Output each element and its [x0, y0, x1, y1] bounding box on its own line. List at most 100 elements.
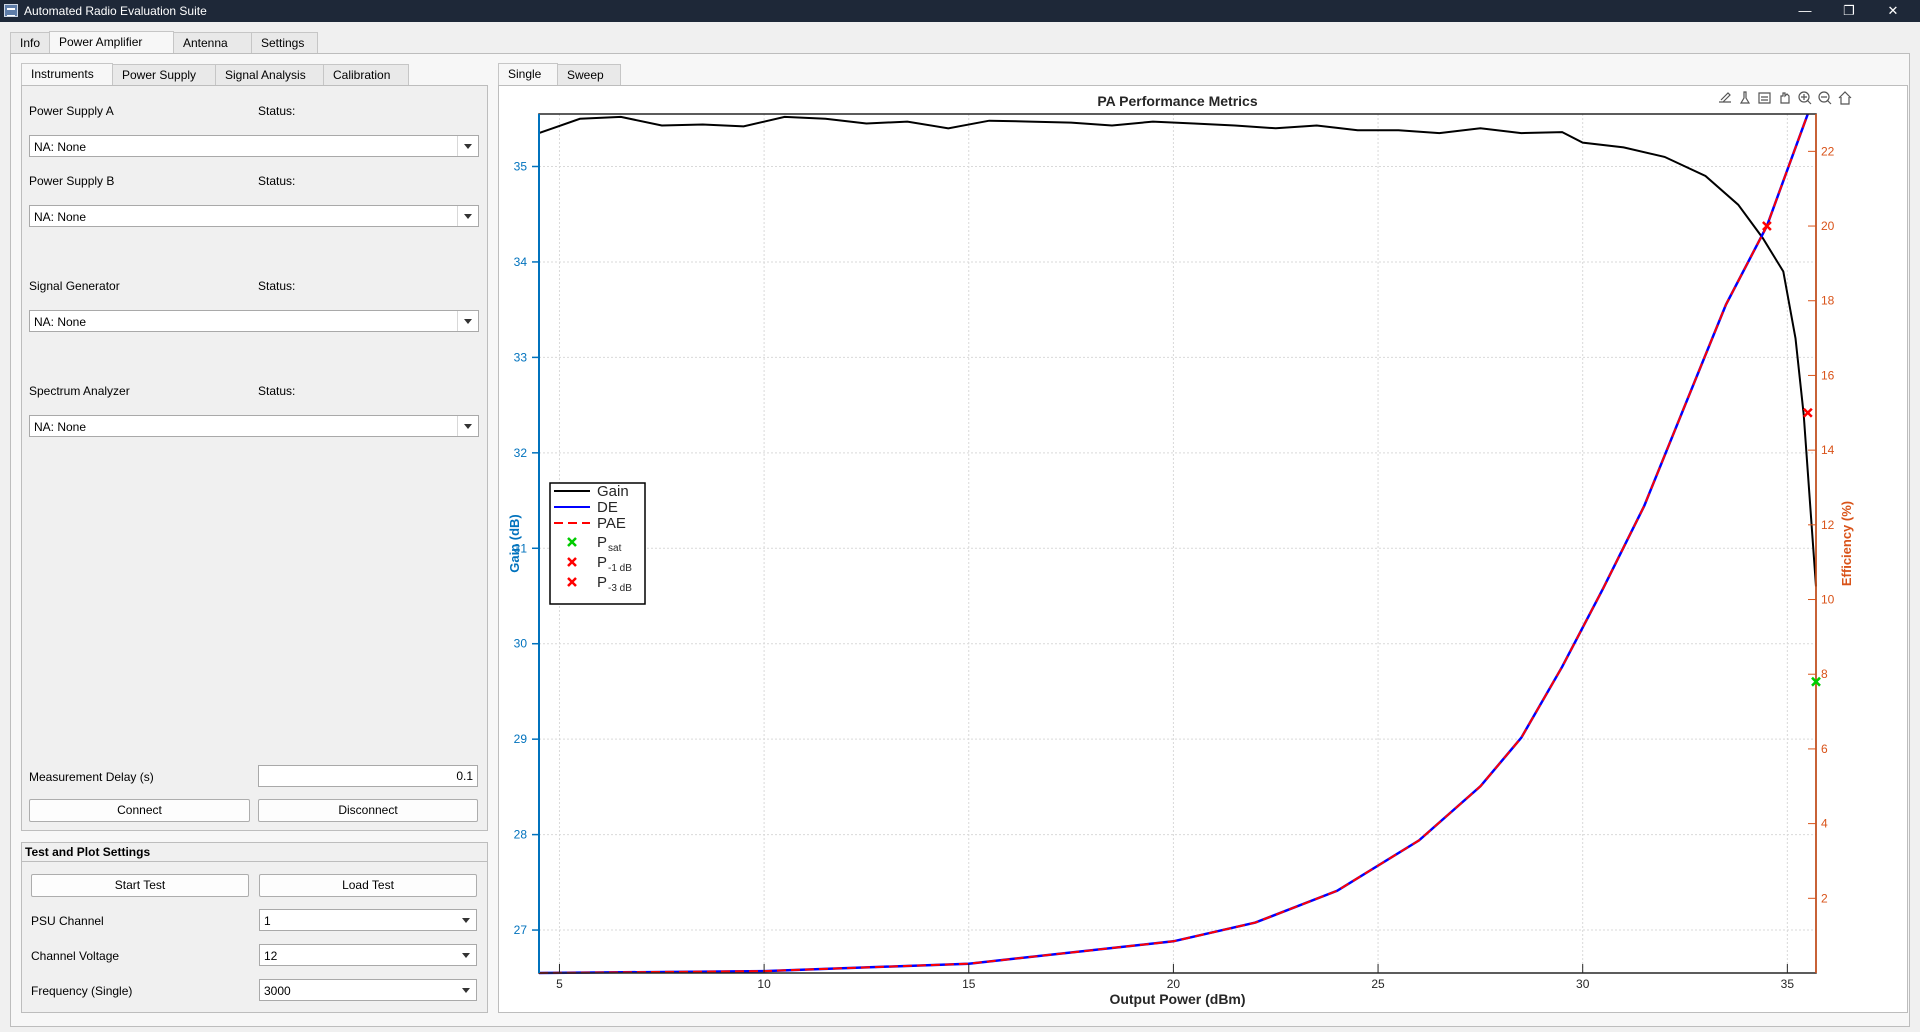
- load-test-button[interactable]: Load Test: [259, 874, 477, 897]
- x-tick-label: 30: [1576, 977, 1590, 991]
- x-tick-label: 25: [1371, 977, 1385, 991]
- tab-calibration[interactable]: Calibration: [323, 64, 409, 85]
- tab-settings[interactable]: Settings: [251, 32, 318, 53]
- dropdown-value: NA: None: [34, 420, 87, 434]
- psu-channel-select[interactable]: 1: [259, 909, 477, 931]
- restore-button[interactable]: ❐: [1843, 3, 1855, 18]
- y-right-tick-label: 12: [1821, 518, 1835, 532]
- spectrum-analyzer-dropdown[interactable]: NA: None: [29, 415, 479, 437]
- close-button[interactable]: ✕: [1887, 3, 1899, 18]
- power-supply-a-status-label: Status:: [258, 104, 296, 118]
- window-title: Automated Radio Evaluation Suite: [24, 4, 207, 18]
- signal-generator-dropdown[interactable]: NA: None: [29, 310, 479, 332]
- select-value: 12: [264, 949, 278, 963]
- x-tick-label: 20: [1167, 977, 1181, 991]
- y-right-tick-label: 18: [1821, 294, 1835, 308]
- start-test-button[interactable]: Start Test: [31, 874, 249, 897]
- icon-shape: [1780, 92, 1790, 104]
- x-tick-label: 15: [962, 977, 976, 991]
- minimize-button[interactable]: —: [1798, 3, 1812, 18]
- chevron-down-icon: [456, 910, 476, 930]
- tab-instruments[interactable]: Instruments: [21, 63, 113, 85]
- dropdown-value: NA: None: [34, 315, 87, 329]
- y-right-tick-label: 4: [1821, 817, 1828, 831]
- spectrum-analyzer-label: Spectrum Analyzer: [29, 384, 130, 398]
- y-right-tick-label: 22: [1821, 144, 1835, 158]
- disconnect-button[interactable]: Disconnect: [258, 799, 478, 822]
- icon-shape: [1821, 96, 1832, 105]
- home-icon[interactable]: [1838, 91, 1852, 105]
- measurement-delay-input[interactable]: 0.1: [258, 765, 478, 787]
- y-left-tick-label: 30: [514, 637, 528, 651]
- marker-p3db: [1761, 221, 1772, 231]
- connect-button[interactable]: Connect: [29, 799, 250, 822]
- group-title: Test and Plot Settings: [22, 843, 487, 862]
- brush-icon[interactable]: [1739, 91, 1751, 104]
- tab-info[interactable]: Info: [10, 32, 50, 53]
- y-right-tick-label: 6: [1821, 742, 1828, 756]
- y-axis-right-label: Efficiency (%): [1839, 501, 1854, 586]
- signal-generator-status-label: Status:: [258, 279, 296, 293]
- title-bar: Automated Radio Evaluation Suite — ❐ ✕: [0, 0, 1920, 22]
- series-pae-line: [538, 113, 1809, 974]
- channel-voltage-select[interactable]: 12: [259, 944, 477, 966]
- plot-panel: [498, 85, 1908, 1013]
- chevron-down-icon: [456, 945, 476, 965]
- legend-label-subscript: sat: [608, 543, 622, 554]
- zoom-in-icon[interactable]: [1798, 91, 1812, 105]
- instruments-panel: [21, 85, 488, 831]
- power-supply-a-dropdown[interactable]: NA: None: [29, 135, 479, 157]
- chevron-down-icon: [457, 416, 478, 436]
- export-icon[interactable]: [1719, 92, 1731, 103]
- y-left-tick-label: 33: [514, 350, 528, 364]
- axes-toolbar[interactable]: [1719, 91, 1852, 105]
- chevron-down-icon: [456, 980, 476, 1000]
- x-tick-label: 10: [757, 977, 771, 991]
- legend-label-subscript: -3 dB: [608, 583, 632, 594]
- select-value: 3000: [264, 984, 291, 998]
- y-left-tick-label: 29: [514, 732, 528, 746]
- y-left-tick-label: 27: [514, 923, 528, 937]
- zoom-out-icon[interactable]: [1818, 91, 1832, 105]
- tab-single[interactable]: Single: [498, 63, 558, 85]
- pa-performance-chart[interactable]: 5 10 15 20 25 30 35 27 28 29 30 31 32 33 34 35 2 4 6 8 10 12 1…: [499, 86, 1907, 1012]
- y-left-tick-label: 34: [514, 255, 528, 269]
- marker-psat: [1811, 676, 1821, 687]
- x-tick-label: 35: [1781, 977, 1795, 991]
- legend-box: [549, 482, 646, 605]
- tab-power-supply[interactable]: Power Supply: [112, 64, 216, 85]
- dropdown-value: NA: None: [34, 210, 87, 224]
- icon-shape: [1739, 91, 1751, 104]
- y-right-tick-label: 8: [1821, 667, 1828, 681]
- legend-label: Gain: [597, 483, 629, 500]
- spectrum-analyzer-status-label: Status:: [258, 384, 296, 398]
- select-value: 1: [264, 914, 271, 928]
- legend-marker-swatch: [567, 537, 577, 547]
- y-left-tick-label: 28: [514, 828, 528, 842]
- pan-icon[interactable]: [1780, 92, 1790, 104]
- y-right-tick-label: 10: [1821, 593, 1835, 607]
- signal-generator-label: Signal Generator: [29, 279, 120, 293]
- power-supply-a-label: Power Supply A: [29, 104, 114, 118]
- tab-antenna[interactable]: Antenna: [173, 32, 252, 53]
- markers: [1761, 221, 1821, 687]
- legend-label: DE: [597, 499, 618, 516]
- power-supply-b-dropdown[interactable]: NA: None: [29, 205, 479, 227]
- series-gain-line: [538, 115, 1817, 587]
- y-right-tick-label: 14: [1821, 443, 1835, 457]
- icon-shape: [1801, 94, 1812, 105]
- lens-shape: [1798, 91, 1810, 103]
- tab-sweep[interactable]: Sweep: [557, 64, 621, 85]
- axis-ticks: 5 10 15 20 25 30 35 27 28 29 30 31 32 33 34 35 2 4 6 8 10 12 1…: [514, 114, 1835, 991]
- y-left-tick-label: 32: [514, 446, 528, 460]
- y-right-tick-label: 2: [1821, 891, 1828, 905]
- frequency-select[interactable]: 3000: [259, 979, 477, 1001]
- tab-signal-analysis[interactable]: Signal Analysis: [215, 64, 324, 85]
- frequency-label: Frequency (Single): [31, 984, 133, 998]
- channel-voltage-label: Channel Voltage: [31, 949, 120, 963]
- x-tick-label: 5: [556, 977, 563, 991]
- lens-shape: [1818, 91, 1830, 103]
- tab-power-amplifier[interactable]: Power Amplifier: [49, 31, 174, 53]
- datatip-icon[interactable]: [1758, 92, 1771, 104]
- y-left-tick-label: 35: [514, 159, 528, 173]
